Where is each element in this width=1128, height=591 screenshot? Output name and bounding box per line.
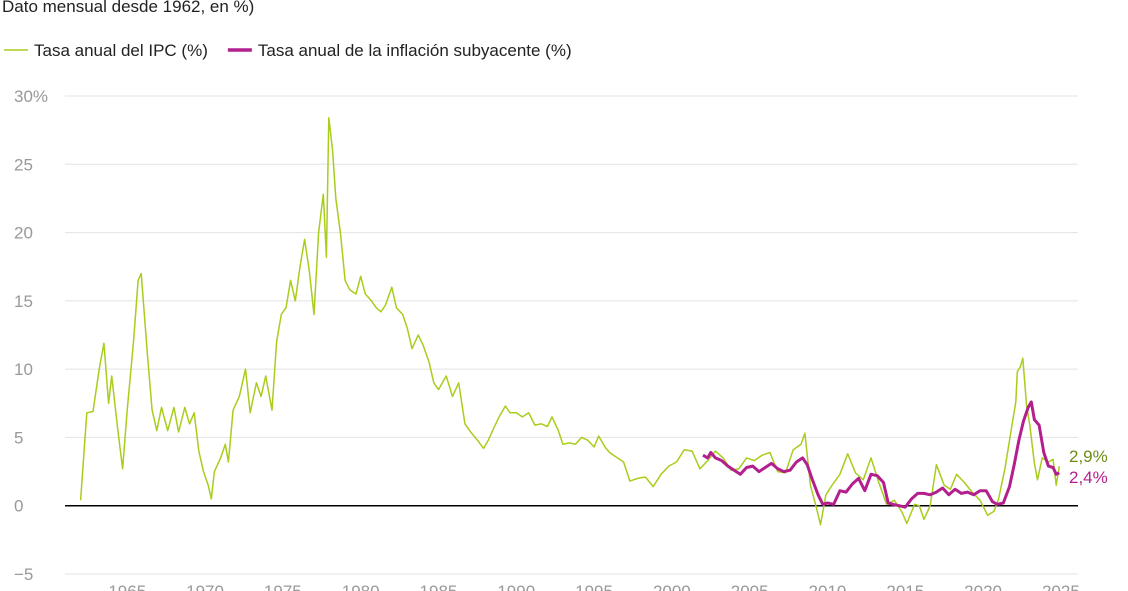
y-tick-label: −5 — [14, 565, 33, 584]
x-tick-label: 2010 — [809, 582, 847, 591]
x-tick-label: 1975 — [264, 582, 302, 591]
y-tick-label: 10 — [14, 360, 33, 379]
y-tick-label: 5 — [14, 428, 23, 447]
y-tick-label: 15 — [14, 292, 33, 311]
x-tick-label: 2005 — [731, 582, 769, 591]
end-label: 2,9% — [1069, 447, 1108, 466]
x-tick-label: 1990 — [497, 582, 535, 591]
end-label: 2,4% — [1069, 468, 1108, 487]
y-tick-label: 30% — [14, 87, 48, 106]
x-tick-label: 1995 — [575, 582, 613, 591]
x-tick-label: 1970 — [186, 582, 224, 591]
y-tick-label: 0 — [14, 497, 23, 516]
x-tick-label: 1985 — [420, 582, 458, 591]
x-tick-label: 1965 — [108, 582, 146, 591]
x-tick-label: 2000 — [653, 582, 691, 591]
x-tick-label: 2020 — [964, 582, 1002, 591]
x-tick-label: 2015 — [886, 582, 924, 591]
x-tick-label: 1980 — [342, 582, 380, 591]
series-line — [702, 400, 1060, 509]
legend-label: Tasa anual del IPC (%) — [34, 41, 208, 60]
y-tick-label: 20 — [14, 224, 33, 243]
legend-label: Tasa anual de la inflación subyacente (%… — [258, 41, 572, 60]
y-tick-label: 25 — [14, 155, 33, 174]
series-line — [79, 117, 1061, 526]
chart-subtitle: Dato mensual desde 1962, en %) — [2, 0, 254, 16]
